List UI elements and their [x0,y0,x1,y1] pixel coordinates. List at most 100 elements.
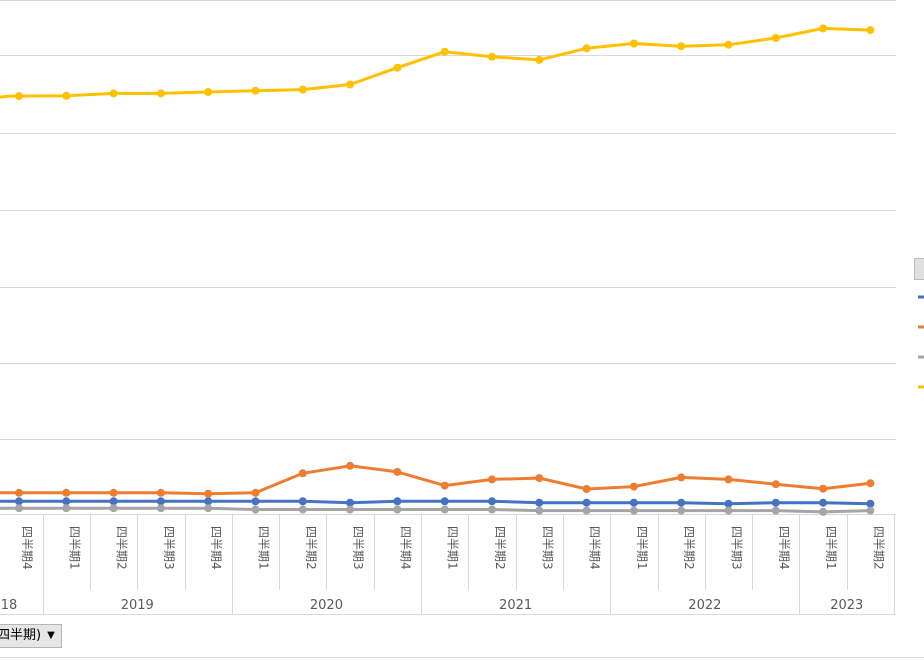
data-point [393,497,402,506]
data-point [771,506,780,515]
data-point [393,467,402,476]
quarter-tick-label: 四半期2 [493,526,507,570]
data-point [346,461,355,470]
data-point [535,498,544,507]
data-point [488,505,496,514]
data-point [866,26,875,35]
data-point [582,506,591,515]
data-point [629,506,638,515]
data-point [62,91,71,100]
quarter-tick-label: 四半期1 [257,526,271,570]
quarter-tick-label: 四半期4 [777,526,791,570]
year-tick-label: 2020 [310,598,343,613]
quarter-tick-label: 四半期2 [871,526,885,570]
data-point [535,55,544,64]
dropdown-arrow-icon[interactable]: ▼ [47,630,55,641]
data-point [204,489,213,498]
data-point [488,52,496,61]
data-point [771,498,780,507]
data-point [62,504,71,513]
data-point [582,44,591,53]
quarter-tick-label: 四半期1 [67,526,81,570]
data-point [62,497,71,506]
data-point [724,40,733,49]
data-point [629,498,638,507]
axis-field-button[interactable]: 四半期) ▼ [0,624,62,648]
data-point [819,24,828,33]
data-point [156,504,165,513]
quarter-tick-label: 四半期2 [304,526,318,570]
quarter-tick-label: 四半期2 [682,526,696,570]
data-point [677,473,686,482]
data-point [251,86,260,95]
data-point [724,475,733,484]
data-point [109,504,118,513]
series-lines [0,24,875,516]
data-point [629,39,638,48]
data-point [724,499,733,508]
data-point [109,89,118,98]
legend-header [914,258,924,280]
legend [918,295,924,389]
data-point [771,34,780,42]
data-point [298,85,307,94]
bottom-divider [0,657,924,658]
data-point [15,488,23,497]
data-point [819,498,828,507]
data-point [629,482,638,491]
data-point [677,498,686,507]
data-point [251,497,260,506]
data-point [156,497,165,506]
quarter-tick-label: 四半期4 [398,526,412,570]
data-point [251,488,260,497]
data-point [440,481,449,490]
data-point [393,63,402,72]
quarter-tick-label: 四半期1 [824,526,838,570]
quarter-tick-label: 四半期3 [162,526,176,570]
series-1 [0,497,875,508]
data-point [724,506,733,515]
data-point [204,504,213,513]
data-point [156,89,165,98]
year-tick-label: 2021 [499,598,532,613]
year-tick-label: 2019 [121,598,154,613]
data-point [62,488,71,497]
data-point [582,485,591,493]
year-tick-label: 18 [1,598,18,613]
data-point [251,505,260,514]
data-point [677,506,686,515]
data-point [866,479,875,488]
series-line [0,506,872,514]
data-point [866,506,875,515]
data-point [819,484,828,493]
data-point [298,469,307,478]
quarter-tick-label: 四半期1 [446,526,460,570]
quarter-tick-label: 四半期4 [588,526,602,570]
series-2 [0,461,875,498]
data-point [156,488,165,497]
year-tick-label: 2022 [688,598,721,613]
data-point [582,498,591,507]
data-point [488,475,496,484]
quarter-tick-label: 四半期4 [209,526,223,570]
data-point [15,504,23,513]
series-line [0,464,872,496]
data-point [819,507,828,516]
quarter-tick-label: 四半期4 [20,526,34,570]
quarter-tick-label: 四半期3 [540,526,554,570]
series-line [0,26,872,99]
data-point [346,505,355,514]
data-point [298,497,307,506]
series-line [0,499,872,506]
data-point [204,88,213,96]
data-point [109,497,118,506]
data-point [771,480,780,489]
data-point [298,505,307,514]
data-point [15,92,23,101]
gridlines [0,0,896,440]
quarter-tick-label: 四半期2 [115,526,129,570]
data-point [346,498,355,507]
data-point [204,497,213,506]
axis-field-label: 四半期) [0,628,42,643]
